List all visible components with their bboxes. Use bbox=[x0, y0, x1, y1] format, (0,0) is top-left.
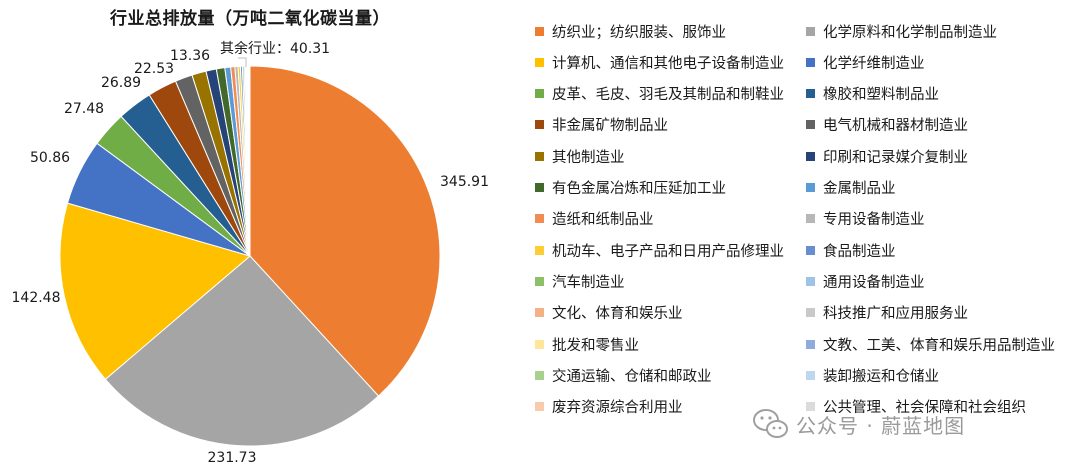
legend-item: 科技推广和应用服务业 bbox=[806, 302, 968, 324]
legend-item: 通用设备制造业 bbox=[806, 270, 925, 292]
legend-label: 专用设备制造业 bbox=[823, 212, 925, 229]
legend-swatch bbox=[535, 339, 544, 349]
legend-label: 化学原料和化学制品制造业 bbox=[823, 24, 997, 41]
legend-label: 文化、体育和娱乐业 bbox=[552, 306, 683, 323]
legend-item: 橡胶和塑料制品业 bbox=[806, 83, 939, 105]
legend-swatch bbox=[535, 26, 544, 36]
legend-item: 电气机械和器材制造业 bbox=[806, 114, 968, 136]
legend-label: 通用设备制造业 bbox=[823, 274, 925, 291]
legend-swatch bbox=[806, 214, 815, 224]
legend-item: 食品制造业 bbox=[806, 239, 896, 261]
chart-title: 行业总排放量（万吨二氧化碳当量） bbox=[110, 9, 390, 29]
legend-label: 汽车制造业 bbox=[552, 274, 625, 291]
legend-label: 纺织业；纺织服装、服饰业 bbox=[552, 24, 726, 41]
legend-swatch bbox=[806, 308, 815, 318]
legend-label: 文教、工美、体育和娱乐用品制造业 bbox=[823, 337, 1055, 354]
slice-data-label: 231.73 bbox=[208, 450, 257, 466]
legend-label: 皮革、毛皮、羽毛及其制品和制鞋业 bbox=[552, 87, 784, 104]
legend-swatch bbox=[535, 402, 544, 412]
slice-data-label: 142.48 bbox=[12, 290, 61, 306]
pie-slice bbox=[59, 202, 252, 380]
legend-item: 专用设备制造业 bbox=[806, 208, 925, 230]
legend-swatch bbox=[806, 89, 815, 99]
legend-label: 交通运输、仓储和邮政业 bbox=[552, 368, 712, 385]
legend-label: 机动车、电子产品和日用产品修理业 bbox=[552, 243, 784, 260]
legend-swatch bbox=[535, 89, 544, 99]
legend-item: 纺织业；纺织服装、服饰业 bbox=[535, 20, 726, 42]
legend-label: 批发和零售业 bbox=[552, 337, 639, 354]
legend-item: 废弃资源综合利用业 bbox=[535, 396, 683, 418]
legend-label: 计算机、通信和其他电子设备制造业 bbox=[552, 55, 784, 72]
slice-data-label: 345.91 bbox=[440, 174, 489, 190]
legend-item: 文教、工美、体育和娱乐用品制造业 bbox=[806, 333, 1055, 355]
legend-item: 机动车、电子产品和日用产品修理业 bbox=[535, 239, 784, 261]
legend-swatch bbox=[535, 151, 544, 161]
legend-swatch bbox=[806, 370, 815, 380]
legend-swatch bbox=[535, 276, 544, 286]
legend-item: 计算机、通信和其他电子设备制造业 bbox=[535, 51, 784, 73]
legend-item: 皮革、毛皮、羽毛及其制品和制鞋业 bbox=[535, 83, 784, 105]
legend-label: 非金属矿物制品业 bbox=[552, 118, 668, 135]
annotation-leader-line bbox=[238, 57, 247, 67]
legend-swatch bbox=[535, 308, 544, 318]
legend-label: 有色金属冶炼和压延加工业 bbox=[552, 181, 726, 197]
legend-label: 其他制造业 bbox=[552, 149, 625, 166]
legend-swatch bbox=[806, 276, 815, 286]
legend-label: 装卸搬运和仓储业 bbox=[823, 368, 939, 385]
legend-label: 印刷和记录媒介复制业 bbox=[823, 149, 968, 166]
legend-label: 橡胶和塑料制品业 bbox=[823, 87, 939, 104]
legend-item: 文化、体育和娱乐业 bbox=[535, 302, 683, 324]
legend-swatch bbox=[535, 214, 544, 224]
legend-swatch bbox=[535, 245, 544, 255]
legend-item: 汽车制造业 bbox=[535, 270, 625, 292]
legend-label: 金属制品业 bbox=[823, 181, 896, 197]
slice-data-label: 27.48 bbox=[64, 101, 104, 117]
legend-swatch bbox=[806, 183, 815, 192]
wechat-icon bbox=[753, 409, 788, 438]
legend-swatch bbox=[806, 402, 815, 412]
legend-swatch bbox=[535, 183, 544, 192]
watermark: 公众号 · 蔚蓝地图 bbox=[752, 408, 965, 440]
legend-swatch bbox=[806, 120, 815, 130]
legend-label: 化学纤维制造业 bbox=[823, 55, 925, 72]
legend-swatch bbox=[806, 151, 815, 161]
slice-data-label: 50.86 bbox=[30, 150, 70, 166]
legend-swatch bbox=[535, 120, 544, 130]
legend-item: 交通运输、仓储和邮政业 bbox=[535, 364, 712, 386]
pie-chart: 345.91 231.73 142.48 50.86 27.48 26.8922.5313… bbox=[12, 40, 490, 466]
legend-label: 废弃资源综合利用业 bbox=[552, 400, 683, 417]
watermark-text: 公众号 · 蔚蓝地图 bbox=[796, 413, 966, 438]
legend-item: 有色金属冶炼和压延加工业 bbox=[535, 177, 726, 199]
legend-label: 科技推广和应用服务业 bbox=[823, 306, 968, 323]
legend-swatch bbox=[535, 370, 544, 380]
pie-slice bbox=[249, 65, 441, 397]
legend-swatch bbox=[535, 57, 544, 67]
slice-data-label: 26.89 bbox=[101, 75, 141, 91]
legend-item: 装卸搬运和仓储业 bbox=[806, 364, 939, 386]
legend-swatch bbox=[806, 57, 815, 67]
legend-item: 公共管理、社会保障和社会组织 bbox=[806, 396, 1026, 418]
legend-swatch bbox=[806, 339, 815, 349]
legend-label: 电气机械和器材制造业 bbox=[823, 118, 968, 135]
legend-item: 化学纤维制造业 bbox=[806, 51, 925, 73]
legend-label: 造纸和纸制品业 bbox=[552, 212, 654, 229]
slice-data-label: 22.53 bbox=[134, 61, 174, 77]
legend-label: 公共管理、社会保障和社会组织 bbox=[823, 400, 1026, 417]
slice-data-label: 13.36 bbox=[170, 48, 210, 64]
legend-item: 印刷和记录媒介复制业 bbox=[806, 145, 968, 167]
pie-slice bbox=[104, 255, 380, 447]
legend-item: 非金属矿物制品业 bbox=[535, 114, 668, 136]
legend-swatch bbox=[806, 245, 815, 255]
legend-swatch bbox=[806, 26, 815, 36]
legend-item: 造纸和纸制品业 bbox=[535, 208, 654, 230]
legend-item: 化学原料和化学制品制造业 bbox=[806, 20, 997, 42]
other-industries-annotation: 其余行业：40.31 bbox=[220, 40, 330, 57]
legend-label: 食品制造业 bbox=[823, 243, 896, 260]
legend-item: 金属制品业 bbox=[806, 177, 896, 199]
legend-item: 批发和零售业 bbox=[535, 333, 639, 355]
legend-item: 其他制造业 bbox=[535, 145, 625, 167]
